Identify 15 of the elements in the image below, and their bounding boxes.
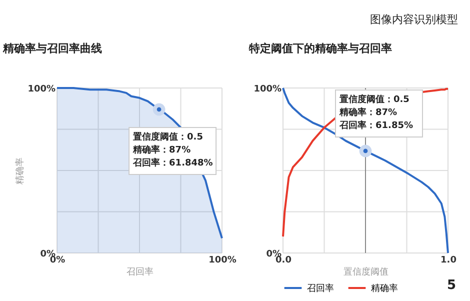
text: 图像内容识别模型 [370,12,458,27]
legend-label: 召回率 [307,283,334,294]
text: 5 [446,278,456,293]
annotation: 置信度阈值：0.5 精确率：87% 召回率：61.848% [132,131,213,168]
x-tick-label: 1.0 [440,256,456,266]
annotation: 置信度阈值：0.5 精确率：87% 召回率：61.85% [338,94,413,131]
x-axis-title: 召回率 [126,266,154,278]
chart-title: 特定阈值下的精确率与召回率 [248,42,392,55]
chart-title: 精确率与召回率曲线 [2,42,102,55]
x-tick-label: 0.0 [276,256,292,266]
legend-label: 精确率 [371,283,398,294]
x-tick-label: 0% [50,256,66,266]
x-tick-label: 100% [208,256,236,266]
y-axis-title: 精确率 [14,158,26,184]
x-axis-title: 置信度阈值 [344,266,388,278]
